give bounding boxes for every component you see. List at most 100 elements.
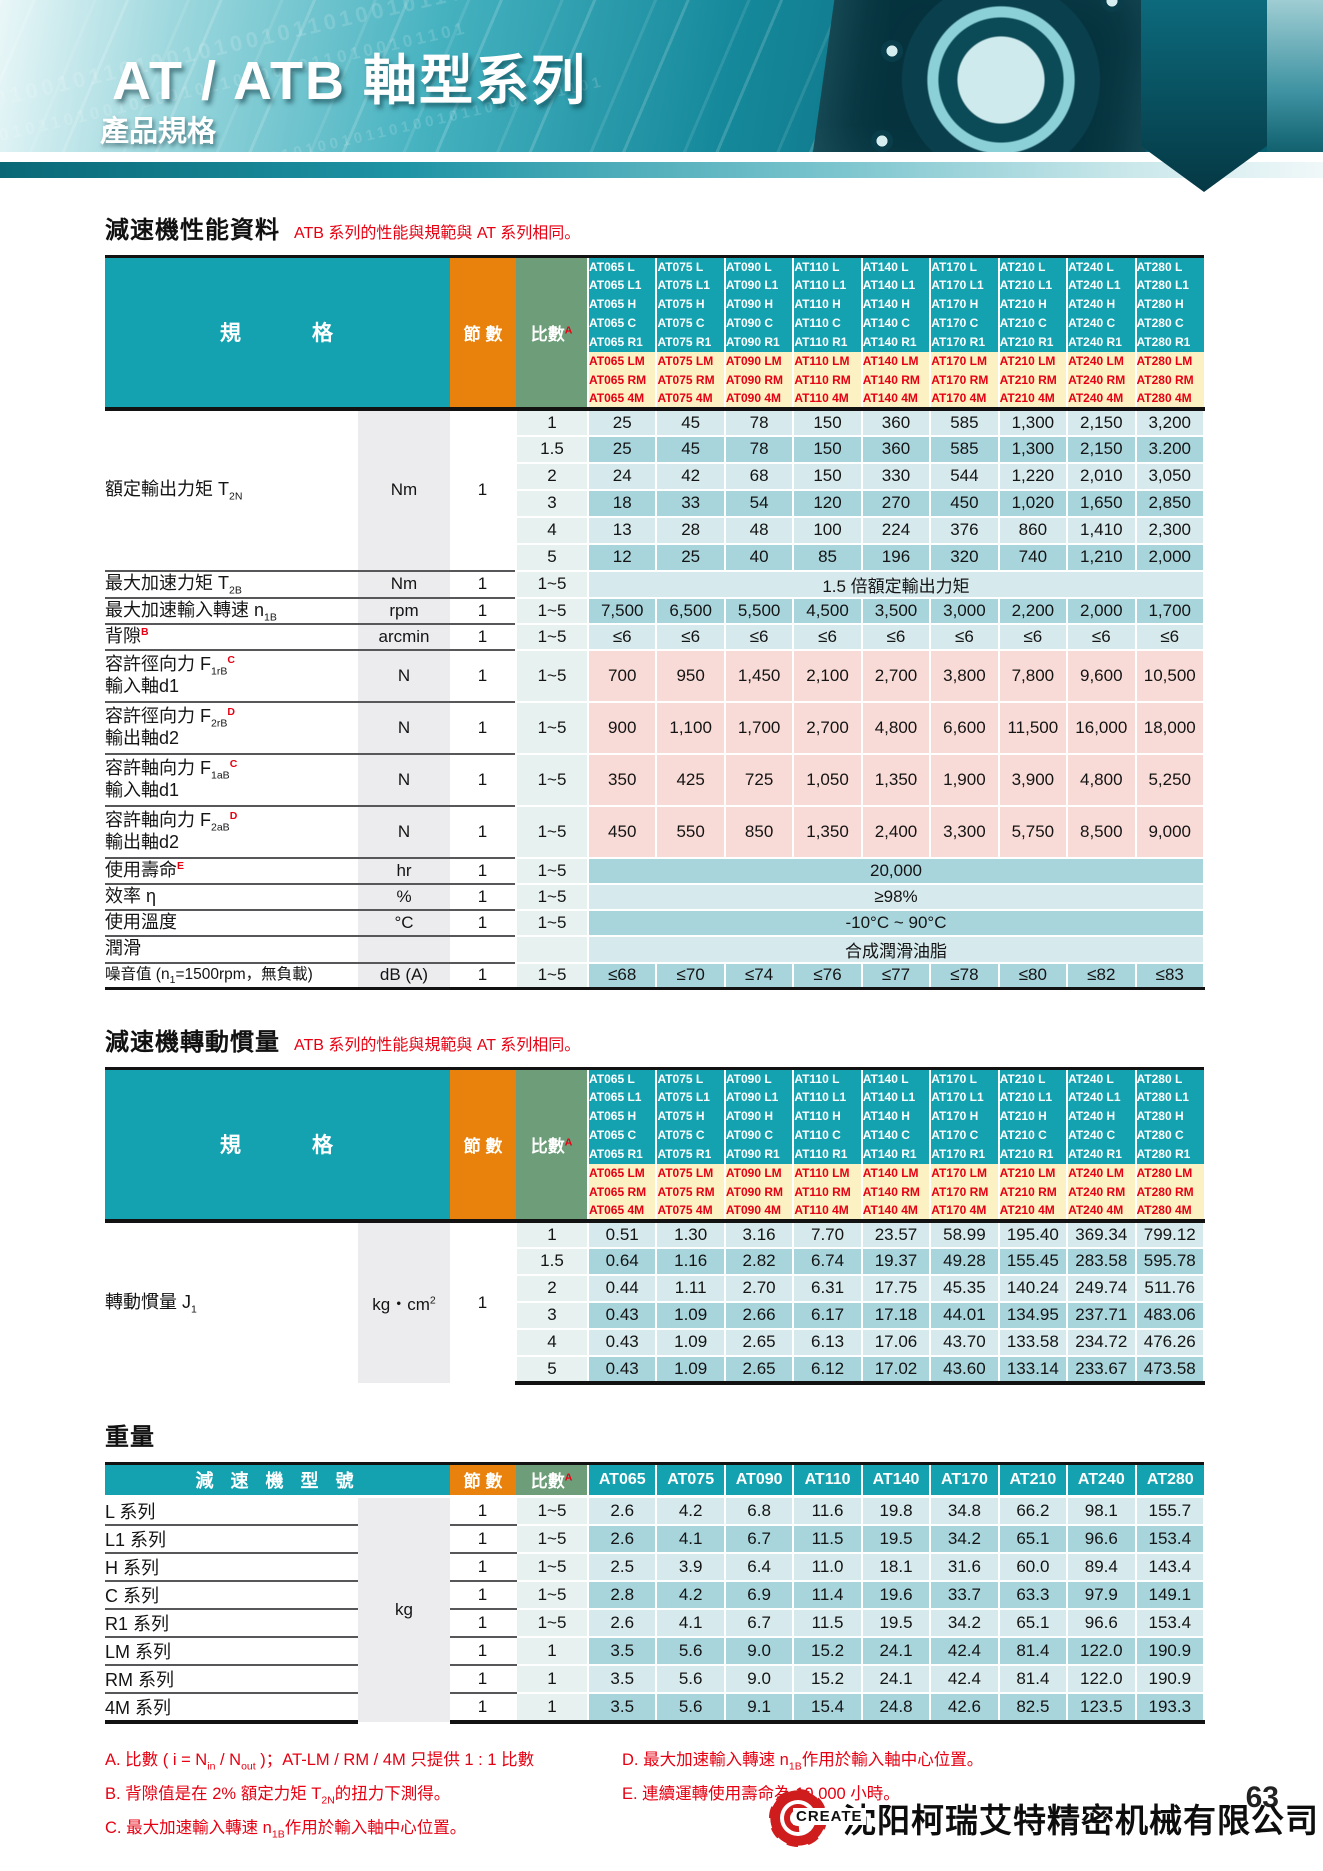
- value-cell: 2,200: [997, 596, 1069, 625]
- value-cell: 42.4: [929, 1635, 1000, 1666]
- subscript: 2B: [229, 584, 242, 597]
- value-cell: 42.6: [929, 1691, 1000, 1724]
- ratio-cell: 1~5: [515, 1579, 590, 1610]
- value-cell: 143.4: [1134, 1551, 1206, 1582]
- ratio-cell: 1~5: [515, 622, 589, 651]
- value-cell: 799.12: [1134, 1219, 1205, 1249]
- value-cell: ≤74: [723, 961, 795, 990]
- unit-cell: hr: [358, 856, 450, 884]
- model-header-cell: AT075 L: [655, 1068, 725, 1088]
- value-cell: 1,700: [723, 700, 795, 755]
- model-header-cell: AT090 L1: [723, 275, 794, 295]
- value-cell: 9.1: [723, 1691, 795, 1724]
- value-cell: 6.7: [723, 1523, 795, 1554]
- value-cell: 0.43: [586, 1327, 658, 1357]
- value-cell: 585: [929, 407, 1000, 437]
- model-header-cell: AT280 H: [1134, 1106, 1204, 1126]
- value-cell: 1,700: [1134, 596, 1205, 625]
- footnote-ref: D: [229, 810, 238, 823]
- value-cell: 66.2: [997, 1495, 1069, 1526]
- value-cell: 360: [860, 434, 932, 464]
- value-cell: 950: [655, 648, 726, 703]
- sections-cell: 1: [450, 1608, 517, 1638]
- model-header-cell: AT210 RM: [997, 1182, 1068, 1202]
- value-cell: 155.45: [997, 1246, 1069, 1276]
- sections-cell: 1: [450, 622, 516, 650]
- sections-cell: 1: [450, 408, 516, 571]
- spec-header-cell: 規 格: [105, 256, 450, 411]
- value-cell: 24.1: [860, 1635, 932, 1666]
- value-cell: 3,300: [929, 804, 1000, 859]
- value-cell: 7.70: [792, 1219, 863, 1249]
- subscript: in: [207, 1759, 216, 1772]
- page-header-banner: 1010010110100101001011010010110100101101…: [0, 0, 1323, 152]
- sections-cell: 1: [450, 752, 516, 806]
- value-cell: 850: [723, 804, 795, 859]
- ratio-cell: 2: [515, 461, 589, 491]
- footnotes-right-column: D. 最大加速輸入轉速 n1B作用於輸入軸中心位置。 E. 連續運轉使用壽命為 1…: [622, 1746, 983, 1838]
- unit-cell: °C: [358, 908, 450, 936]
- value-cell: 43.70: [929, 1327, 1000, 1357]
- value-cell: 16,000: [1066, 700, 1137, 755]
- model-header-cell: AT075 L1: [655, 1087, 725, 1107]
- value-cell: 0.43: [586, 1300, 658, 1330]
- model-header-cell: AT240 R1: [1066, 332, 1136, 352]
- value-cell: 6.4: [723, 1551, 795, 1582]
- model-header-cell: AT090 L: [723, 256, 794, 276]
- model-header-cell: AT065 4M: [586, 1201, 657, 1223]
- value-cell: 595.78: [1134, 1246, 1205, 1276]
- model-header-cell: AT240: [1066, 1463, 1136, 1498]
- value-cell: 150: [792, 434, 863, 464]
- row-label: 容許軸向力 F2aBD 輸出軸d2: [105, 804, 358, 858]
- row-label-line2: 輸入軸d1: [105, 779, 180, 800]
- ratio-cell: 1: [515, 1691, 590, 1724]
- model-header-cell: AT240 H: [1066, 294, 1136, 314]
- model-header-cell: AT240 H: [1066, 1106, 1136, 1126]
- model-header-cell: AT170 H: [929, 294, 999, 314]
- model-header-cell: AT170 R1: [929, 332, 999, 352]
- section-title-performance: 減速機性能資料: [105, 217, 280, 244]
- model-header-cell: AT090 R1: [723, 1144, 794, 1164]
- banner-right-photo-edge: [1267, 0, 1323, 152]
- model-header-cell: AT240 C: [1066, 1125, 1136, 1145]
- spec-header-cell: 規 格: [105, 1068, 450, 1223]
- value-cell: 25: [655, 542, 726, 572]
- value-cell: 49.28: [929, 1246, 1000, 1276]
- value-cell: 123.5: [1066, 1691, 1137, 1724]
- row-label: 最大加速力矩 T2B: [105, 569, 358, 598]
- value-cell: ≤77: [860, 961, 932, 990]
- value-cell: 28: [655, 515, 726, 545]
- sections-cell: 1: [450, 882, 516, 910]
- value-cell: 1,300: [997, 407, 1069, 437]
- value-cell: 350: [586, 752, 658, 807]
- value-cell: 25: [586, 407, 658, 437]
- value-cell: 65.1: [997, 1607, 1069, 1638]
- subscript: out: [241, 1759, 256, 1772]
- ratio-cell: 5: [515, 542, 589, 572]
- value-cell: 3.200: [1134, 434, 1205, 464]
- value-cell: 82.5: [997, 1691, 1069, 1724]
- row-label: 背隙B: [105, 622, 358, 650]
- value-cell: 33.7: [929, 1579, 1000, 1610]
- model-header-cell: AT065 H: [586, 294, 657, 314]
- footnote: A. 比數 ( i = Nin / Nout )；AT-LM / RM / 4M…: [105, 1750, 535, 1772]
- unit-cell: %: [358, 882, 450, 910]
- value-span-cell: 20,000: [587, 856, 1205, 885]
- value-cell: 33: [655, 488, 726, 518]
- model-header-cell: AT210 4M: [997, 389, 1068, 411]
- model-header-cell: AT210 L: [997, 256, 1068, 276]
- model-header-cell: AT065 L: [586, 1068, 657, 1088]
- value-cell: 224: [860, 515, 932, 545]
- value-cell: 122.0: [1066, 1663, 1137, 1694]
- value-cell: 133.58: [997, 1327, 1069, 1357]
- model-header-cell: AT110 4M: [792, 389, 862, 411]
- ratio-cell: 1~5: [515, 856, 589, 885]
- model-header-cell: AT065 L1: [586, 275, 657, 295]
- unit-cell: rpm: [358, 596, 450, 624]
- model-header-cell: AT140 H: [860, 1106, 931, 1126]
- model-header-cell: AT210: [997, 1463, 1068, 1498]
- model-header-cell: AT280 4M: [1134, 1201, 1204, 1223]
- value-cell: 17.75: [860, 1273, 932, 1303]
- value-cell: 2,000: [1134, 542, 1205, 572]
- model-header-cell: AT170 4M: [929, 1201, 999, 1223]
